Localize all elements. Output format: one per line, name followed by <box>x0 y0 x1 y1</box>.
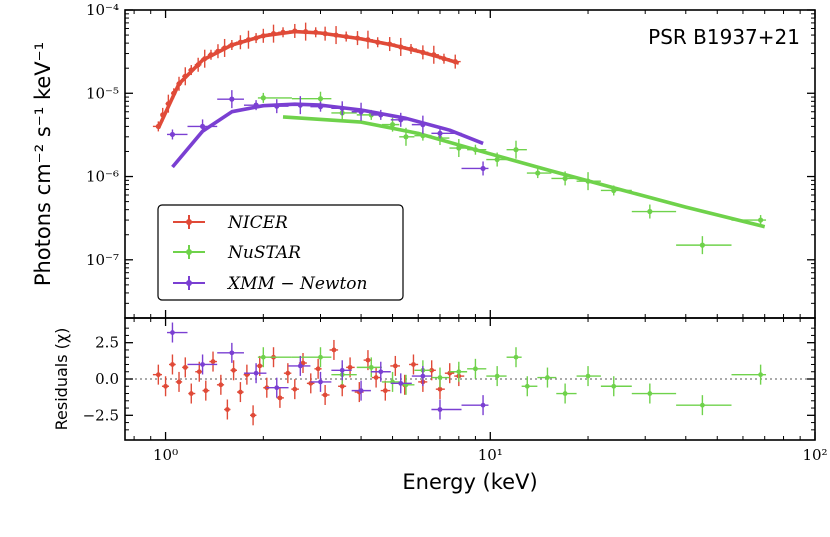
nustar-residual-point <box>356 357 382 378</box>
nicer-residual-point <box>276 387 284 408</box>
nicer-residual-point <box>216 374 225 395</box>
spectrum-y-ticks: 10⁻⁷ 10⁻⁶ 10⁻⁵ 10⁻⁴ <box>86 1 815 319</box>
xmm-newton-residual-point <box>187 354 218 375</box>
xmm-newton-residual-point <box>431 399 462 420</box>
spectrum-plot-area <box>152 22 767 255</box>
nicer-model-line <box>156 29 460 130</box>
nustar-residual-point <box>731 364 767 385</box>
nustar-residual-point <box>431 367 450 388</box>
nicer-residual-point <box>249 405 257 426</box>
legend-label-nustar: NuSTAR <box>227 243 301 263</box>
residuals-y-axis-label: Residuals (χ) <box>52 328 71 431</box>
x-axis-label: Energy (keV) <box>402 470 537 494</box>
legend-label-xmm: XMM − Newton <box>226 274 367 294</box>
nicer-residual-point <box>283 363 292 384</box>
legend-box <box>157 204 404 301</box>
nicer-residual-point <box>409 354 419 375</box>
xmm-newton-residual-point <box>243 363 267 384</box>
xmm-newton-residual-point <box>310 371 332 392</box>
nustar-residual-point <box>449 361 468 382</box>
nicer-residual-point <box>230 360 238 381</box>
nicer-residual-point <box>188 383 196 404</box>
x-tick-label: 10⁰ <box>153 446 178 464</box>
nicer-residual-point <box>209 351 217 372</box>
nustar-model-line <box>282 115 766 229</box>
xmm-newton-spectrum-point <box>217 90 244 109</box>
nustar-spectrum-point <box>506 140 527 159</box>
nicer-residual-point <box>306 373 315 394</box>
nicer-residual-point <box>314 358 322 379</box>
residuals-ticks: 10⁰ 10¹ 10² −2.5 0.0 2.5 <box>83 10 828 464</box>
xmm-newton-residual-point <box>167 322 188 343</box>
nicer-residual-point <box>169 354 176 375</box>
residuals-plot-area <box>125 322 815 426</box>
x-tick-label: 10¹ <box>478 446 503 464</box>
nustar-residual-point <box>291 347 332 368</box>
y-tick-label: 10⁻⁵ <box>86 84 119 102</box>
residual-y-tick-label: −2.5 <box>83 406 119 424</box>
xmm-newton-residual-point <box>217 342 244 363</box>
nicer-residual-point <box>329 339 339 360</box>
nustar-residual-point <box>537 367 557 388</box>
nustar-residual-point <box>521 376 538 397</box>
residuals-panel: 10⁰ 10¹ 10² −2.5 0.0 2.5 Residuals (χ) Energy… <box>52 10 828 494</box>
xmm-newton-spectrum-point <box>461 161 489 176</box>
nicer-residual-point <box>372 367 381 388</box>
residual-y-tick-label: 0.0 <box>95 370 119 388</box>
residual-y-tick-label: 2.5 <box>95 334 119 352</box>
nicer-residual-point <box>202 380 210 401</box>
nustar-residual-point <box>506 347 522 368</box>
nustar-residual-point <box>600 376 632 397</box>
xmm-newton-residual-point <box>390 373 412 394</box>
y-tick-label: 10⁻⁴ <box>86 1 119 19</box>
nicer-residual-point <box>152 364 162 385</box>
legend-entry-nustar: NuSTAR <box>173 243 301 263</box>
nustar-residual-point <box>257 347 292 368</box>
nustar-spectrum-point <box>631 204 677 219</box>
legend-entry-nicer: NICER <box>173 213 288 233</box>
x-tick-label: 10² <box>802 446 827 464</box>
nicer-residual-point <box>224 399 231 420</box>
y-tick-label: 10⁻⁷ <box>86 251 119 269</box>
xmm-newton-residual-point <box>331 360 352 381</box>
nicer-residual-point <box>175 371 183 392</box>
source-label: PSR B1937+21 <box>648 25 800 49</box>
nicer-residual-point <box>182 357 189 378</box>
xmm-newton-residual-point <box>351 380 371 401</box>
nicer-residual-point <box>291 379 299 400</box>
nicer-residual-point <box>161 376 170 397</box>
xmm-newton-residual-point <box>411 366 432 387</box>
y-tick-label: 10⁻⁶ <box>86 168 119 186</box>
legend-entry-xmm: XMM − Newton <box>173 274 367 294</box>
nicer-residual-point <box>237 382 244 403</box>
nustar-residual-point <box>676 395 732 416</box>
legend-label-nicer: NICER <box>227 213 288 233</box>
nustar-residual-point <box>467 358 487 379</box>
nicer-residual-point <box>243 364 250 385</box>
xmm-newton-residual-point <box>370 361 391 382</box>
xmm-newton-residual-point <box>461 395 489 416</box>
nicer-residual-point <box>195 361 203 382</box>
nicer-residual-point <box>444 363 455 384</box>
nicer-residual-point <box>321 384 330 405</box>
nustar-spectrum-point <box>257 92 292 103</box>
xmm-newton-spectrum-point <box>167 129 188 140</box>
nustar-residual-point <box>631 383 677 404</box>
legend: NICER NuSTAR XMM − Newton <box>157 204 404 301</box>
nicer-residual-point <box>380 380 391 401</box>
xmm-newton-residual-point <box>288 355 311 376</box>
nustar-residual-point <box>556 383 577 404</box>
xmm-newton-model-line <box>171 102 484 169</box>
xmm-newton-residual-point <box>266 377 289 398</box>
nustar-residual-point <box>486 366 507 387</box>
nicer-residual-point <box>390 355 401 376</box>
nustar-spectrum-point <box>676 236 732 255</box>
spectrum-panel: 10⁻⁷ 10⁻⁶ 10⁻⁵ 10⁻⁴ PSR B1937+21 Photons cm… <box>31 1 816 319</box>
nustar-residual-point <box>576 366 601 387</box>
spectrum-y-axis-label: Photons cm⁻² s⁻¹ keV⁻¹ <box>31 42 55 286</box>
nustar-spectrum-point <box>526 168 552 179</box>
